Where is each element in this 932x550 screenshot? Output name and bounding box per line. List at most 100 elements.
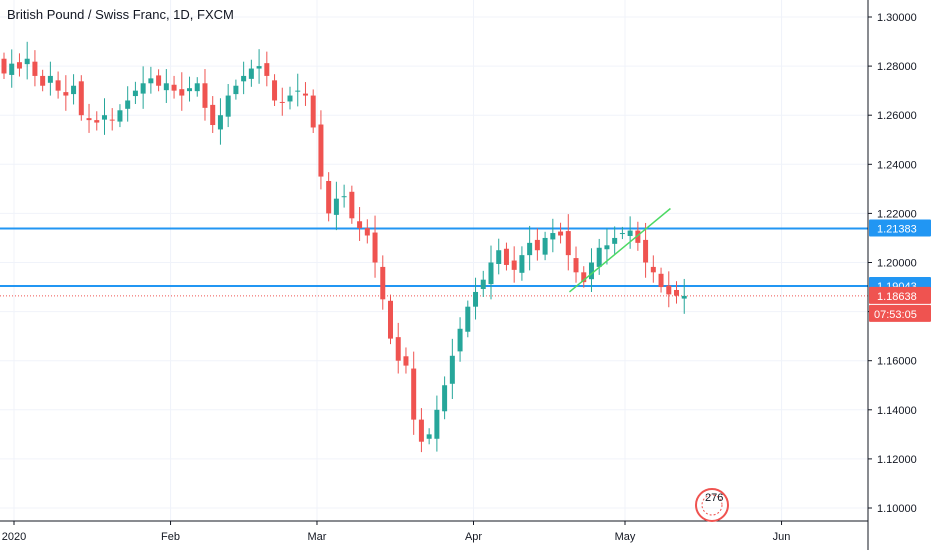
candle-body bbox=[627, 230, 633, 236]
candle-body bbox=[264, 63, 270, 76]
trend-line[interactable] bbox=[568, 207, 671, 293]
candle-body bbox=[109, 119, 115, 121]
candle-body bbox=[418, 419, 424, 442]
trendline[interactable] bbox=[568, 207, 671, 293]
price-badge-bg bbox=[869, 219, 931, 237]
candle-body bbox=[643, 239, 649, 263]
price-tick-label: 1.14000 bbox=[877, 405, 917, 417]
candle-body bbox=[612, 237, 618, 244]
candle-body bbox=[588, 262, 594, 280]
candle-body bbox=[349, 191, 355, 219]
price-tick-label: 1.30000 bbox=[877, 12, 917, 24]
candle-body bbox=[140, 83, 146, 94]
time-tick-label: May bbox=[615, 531, 636, 543]
candle-body bbox=[210, 104, 216, 126]
candle-body bbox=[318, 124, 324, 177]
time-axis[interactable]: 2020 Feb Mar Apr May Jun bbox=[2, 521, 791, 543]
candle-body bbox=[534, 239, 540, 251]
candle-body bbox=[32, 61, 38, 76]
candle-body bbox=[519, 255, 525, 273]
candle-body bbox=[326, 180, 332, 214]
candle-body bbox=[9, 63, 15, 75]
candle-body bbox=[279, 101, 285, 103]
candle-body bbox=[527, 242, 533, 256]
chart-title: British Pound / Swiss Franc, 1D, FXCM bbox=[7, 7, 234, 22]
candle-body bbox=[364, 228, 370, 236]
candle-body bbox=[55, 80, 61, 91]
candle-body bbox=[333, 198, 339, 215]
candle-body bbox=[16, 62, 22, 69]
candle-body bbox=[217, 115, 223, 130]
logo-text: 276 bbox=[705, 492, 723, 504]
time-tick-label: Feb bbox=[161, 531, 180, 543]
candle-body bbox=[94, 120, 100, 123]
logo-circle bbox=[695, 488, 729, 522]
candle-body bbox=[573, 258, 579, 273]
candle-body bbox=[71, 85, 77, 95]
candle-body bbox=[241, 75, 247, 82]
candle-body bbox=[511, 260, 517, 270]
candle-body bbox=[558, 231, 564, 236]
price-tick-label: 1.22000 bbox=[877, 208, 917, 220]
candle-body bbox=[117, 110, 123, 122]
candle-body bbox=[395, 337, 401, 361]
candle-body bbox=[125, 100, 131, 109]
logo-inner-circle bbox=[701, 494, 723, 516]
price-axis[interactable]: 1.30000 1.28000 1.26000 1.24000 1.22000 1.200… bbox=[868, 12, 917, 515]
candle-body bbox=[310, 95, 316, 128]
candle-body bbox=[542, 237, 548, 255]
candle-body bbox=[674, 289, 680, 296]
candle-body bbox=[442, 385, 448, 412]
price-badge-label: 1.18638 bbox=[877, 291, 917, 303]
candle-body bbox=[581, 272, 587, 283]
candle-body bbox=[156, 75, 162, 86]
candle-body bbox=[225, 95, 231, 117]
candle-body bbox=[132, 90, 138, 97]
candle-body bbox=[63, 92, 69, 96]
countdown-badge: 07:53:05 bbox=[869, 304, 931, 322]
candle-body bbox=[380, 266, 386, 300]
candle-body bbox=[287, 95, 293, 102]
candle-body bbox=[187, 88, 193, 92]
price-tick-label: 1.28000 bbox=[877, 61, 917, 73]
candle-body bbox=[473, 291, 479, 307]
candle-body bbox=[256, 66, 262, 69]
candle-body bbox=[635, 230, 641, 243]
candle-body bbox=[302, 93, 308, 96]
candle-body bbox=[163, 83, 169, 91]
time-tick-label: Mar bbox=[307, 531, 326, 543]
candle-body bbox=[86, 118, 92, 121]
price-tick-label: 1.16000 bbox=[877, 356, 917, 368]
candle-body bbox=[388, 300, 393, 339]
candle-body bbox=[650, 266, 656, 273]
candle-body bbox=[658, 273, 664, 288]
candle-body bbox=[666, 285, 672, 295]
price-tick-label: 1.26000 bbox=[877, 110, 917, 122]
candle-body bbox=[457, 328, 463, 352]
candle-body bbox=[248, 68, 254, 79]
price-tick-label: 1.24000 bbox=[877, 159, 917, 171]
price-badge-label: 1.21383 bbox=[877, 224, 917, 236]
candle-body bbox=[596, 247, 602, 267]
candle-body bbox=[272, 80, 278, 101]
candle-body bbox=[47, 75, 53, 83]
candle-body bbox=[101, 115, 107, 120]
price-levels[interactable] bbox=[0, 227, 868, 297]
candle-body bbox=[171, 84, 177, 91]
candle-body bbox=[426, 434, 432, 439]
price-badge: 1.18638 bbox=[869, 286, 931, 304]
price-tick-label: 1.20000 bbox=[877, 258, 917, 270]
candle-body bbox=[40, 75, 46, 86]
chart-grid bbox=[0, 0, 868, 521]
candle-body bbox=[604, 245, 610, 250]
candle-body bbox=[1, 58, 7, 74]
candle-body bbox=[619, 233, 625, 235]
candle-body bbox=[496, 250, 502, 264]
price-badge: 1.21383 bbox=[869, 219, 931, 237]
candle-body bbox=[233, 85, 239, 95]
candle-body bbox=[202, 83, 208, 108]
price-badge-bg bbox=[869, 286, 931, 304]
candle-body bbox=[465, 306, 471, 332]
